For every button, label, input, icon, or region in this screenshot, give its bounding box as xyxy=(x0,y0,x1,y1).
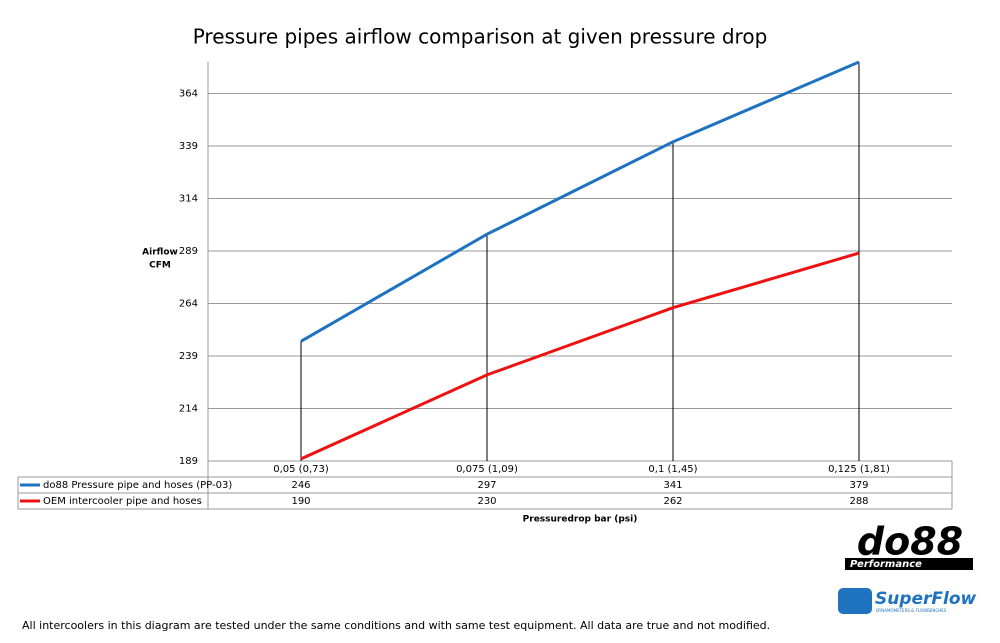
y-tick-label: 189 xyxy=(179,456,198,467)
do88-logo: do88 xyxy=(857,520,963,564)
table-value: 288 xyxy=(849,496,868,507)
superflow-logo-sub: DYNAMOMETERS & FLOWBENCHES xyxy=(876,608,947,613)
table-value: 379 xyxy=(849,480,868,491)
y-tick-label: 289 xyxy=(179,246,198,257)
table-value: 190 xyxy=(291,496,310,507)
x-tick-label: 0,125 (1,81) xyxy=(828,464,890,475)
series-line xyxy=(300,251,860,461)
x-tick-label: 0,075 (1,09) xyxy=(456,464,518,475)
do88-logo-sub: Performance xyxy=(850,559,922,570)
y-tick-label: 264 xyxy=(179,299,198,310)
table-value: 246 xyxy=(291,480,310,491)
table-value: 262 xyxy=(663,496,682,507)
y-axis-label: CFM xyxy=(149,261,171,271)
table-value: 297 xyxy=(477,480,496,491)
legend-label: OEM intercooler pipe and hoses xyxy=(43,496,202,507)
y-axis-label: Airflow xyxy=(142,248,178,258)
superflow-icon xyxy=(838,588,872,614)
chart-title: Pressure pipes airflow comparison at giv… xyxy=(193,25,768,49)
logo-band xyxy=(845,558,973,570)
series-line xyxy=(300,60,860,343)
table-value: 341 xyxy=(663,480,682,491)
y-tick-label: 339 xyxy=(179,141,198,152)
y-tick-label: 239 xyxy=(179,351,198,362)
superflow-logo: SuperFlow xyxy=(875,589,977,609)
legend-label: do88 Pressure pipe and hoses (PP-03) xyxy=(43,480,232,491)
x-tick-label: 0,05 (0,73) xyxy=(273,464,329,475)
y-tick-label: 314 xyxy=(179,194,198,205)
footer-note: All intercoolers in this diagram are tes… xyxy=(22,619,770,632)
x-axis-label: Pressuredrop bar (psi) xyxy=(523,515,638,525)
y-tick-label: 214 xyxy=(179,404,198,415)
table-value: 230 xyxy=(477,496,496,507)
y-tick-label: 364 xyxy=(179,89,198,100)
x-tick-label: 0,1 (1,45) xyxy=(648,464,697,475)
